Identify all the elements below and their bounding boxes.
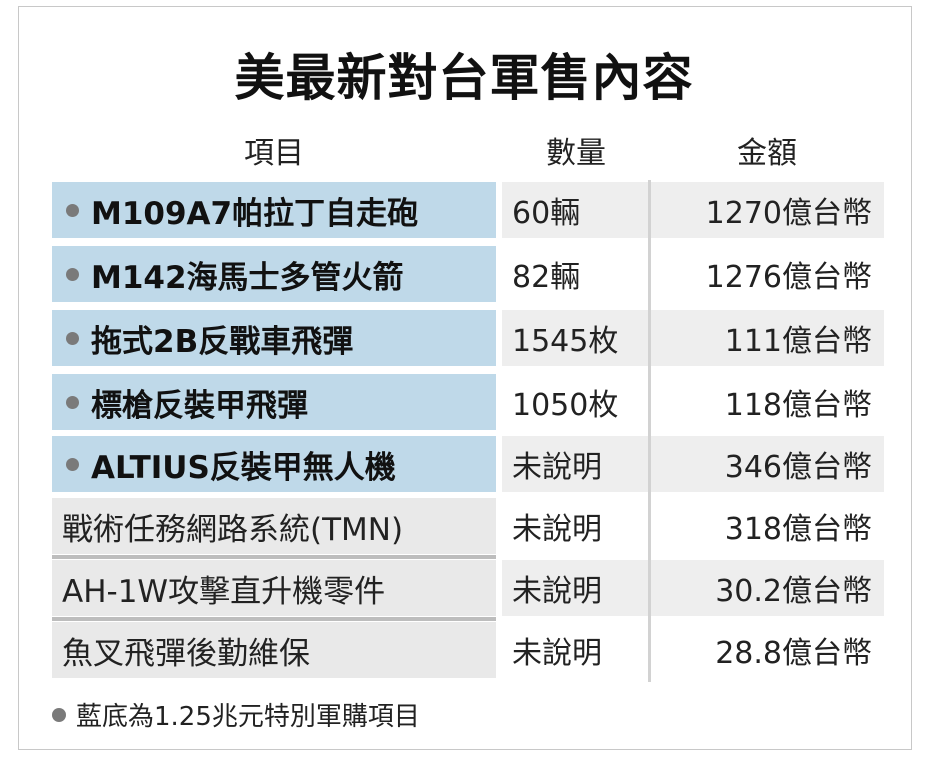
footnote: 藍底為1.25兆元特別軍購項目: [52, 696, 420, 733]
item-label: M109A7帕拉丁自走砲: [91, 195, 419, 232]
amount-cell: 111億台幣: [650, 310, 884, 366]
row-divider: [52, 617, 496, 621]
item-cell: ALTIUS反裝甲無人機: [52, 436, 496, 492]
page-title: 美最新對台軍售內容: [234, 49, 694, 107]
item-cell: 魚叉飛彈後勤維保: [52, 622, 496, 678]
item-cell: M109A7帕拉丁自走砲: [52, 182, 496, 238]
bullet-icon: [66, 395, 79, 409]
header-amount: 金額: [737, 136, 797, 171]
bullet-icon: [52, 707, 66, 722]
item-label: ALTIUS反裝甲無人機: [91, 449, 396, 486]
item-cell: 戰術任務網路系統(TMN): [52, 498, 496, 554]
qty-cell: 1545枚: [502, 310, 650, 366]
table-row: 拖式2B反戰車飛彈 1545枚 111億台幣: [52, 310, 884, 366]
qty-cell: 1050枚: [512, 388, 619, 423]
qty-cell: 未說明: [502, 436, 650, 492]
amount-cell: 1270億台幣: [650, 182, 884, 238]
bullet-icon: [66, 267, 79, 281]
item-cell: M142海馬士多管火箭: [52, 246, 496, 302]
item-label: 戰術任務網路系統(TMN): [62, 511, 404, 548]
amount-cell: 1276億台幣: [705, 260, 872, 295]
item-label: 標槍反裝甲飛彈: [91, 387, 308, 424]
amount-cell: 318億台幣: [724, 512, 872, 547]
qty-cell: 82輛: [512, 260, 581, 295]
header-qty: 數量: [546, 136, 606, 171]
item-label: 拖式2B反戰車飛彈: [91, 323, 354, 360]
header-item: 項目: [244, 136, 304, 171]
item-label: AH-1W攻擊直升機零件: [62, 573, 386, 610]
table-row: 標槍反裝甲飛彈 1050枚 118億台幣: [52, 374, 884, 430]
table-row: 魚叉飛彈後勤維保 未說明 28.8億台幣: [52, 622, 884, 678]
qty-cell: 60輛: [502, 182, 650, 238]
item-cell: 拖式2B反戰車飛彈: [52, 310, 496, 366]
table-row: 戰術任務網路系統(TMN) 未說明 318億台幣: [52, 498, 884, 554]
table-row: M142海馬士多管火箭 82輛 1276億台幣: [52, 246, 884, 302]
amount-cell: 30.2億台幣: [650, 560, 884, 616]
amount-cell: 118億台幣: [724, 388, 872, 423]
table-row: AH-1W攻擊直升機零件 未說明 30.2億台幣: [52, 560, 884, 616]
bullet-icon: [66, 203, 79, 217]
qty-cell: 未說明: [512, 636, 602, 671]
bullet-icon: [66, 331, 79, 345]
item-label: M142海馬士多管火箭: [91, 259, 404, 296]
qty-cell: 未說明: [512, 512, 602, 547]
amount-cell: 346億台幣: [650, 436, 884, 492]
table-row: ALTIUS反裝甲無人機 未說明 346億台幣: [52, 436, 884, 492]
row-divider: [52, 555, 496, 559]
item-cell: 標槍反裝甲飛彈: [52, 374, 496, 430]
column-divider: [648, 180, 651, 682]
item-label: 魚叉飛彈後勤維保: [62, 635, 310, 672]
bullet-icon: [66, 457, 79, 471]
qty-cell: 未說明: [502, 560, 650, 616]
footnote-text: 藍底為1.25兆元特別軍購項目: [76, 702, 420, 732]
amount-cell: 28.8億台幣: [715, 636, 872, 671]
table-row: M109A7帕拉丁自走砲 60輛 1270億台幣: [52, 182, 884, 238]
item-cell: AH-1W攻擊直升機零件: [52, 560, 496, 616]
